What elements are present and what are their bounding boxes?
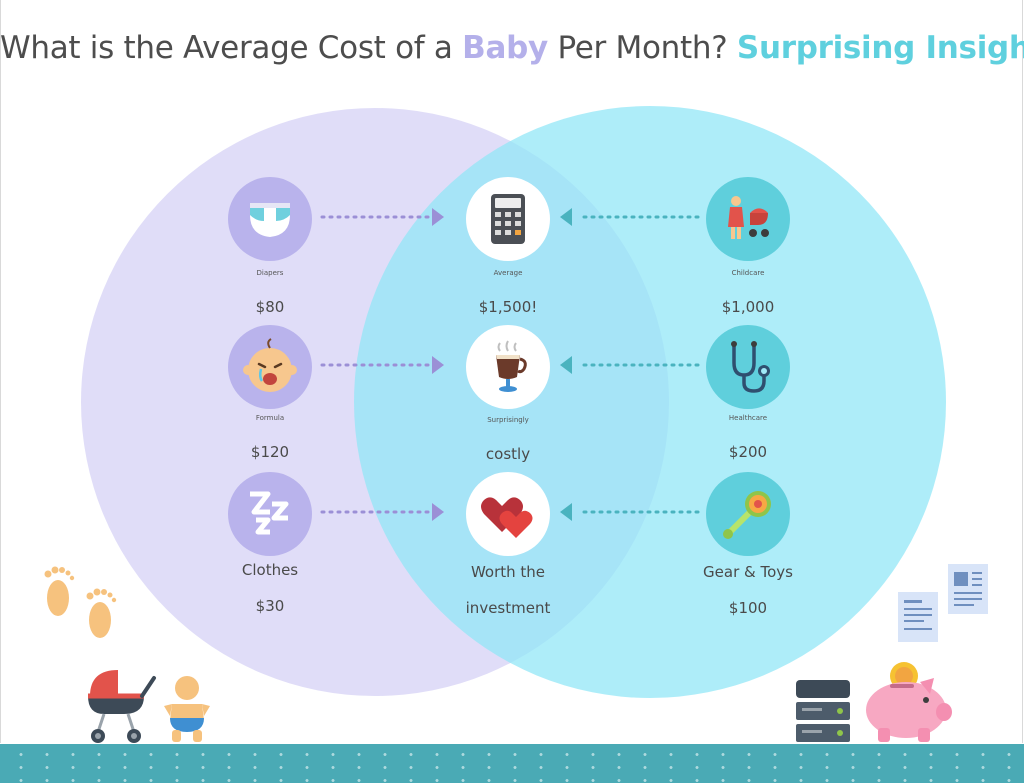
left-value-2: $120: [250, 443, 290, 461]
stethoscope-icon: [706, 325, 790, 409]
title-part-1: What is the Average Cost of a: [0, 30, 463, 66]
arrow-right-head-1: [560, 208, 572, 226]
frame-border-right: [1022, 0, 1023, 743]
hot-drink-icon: [466, 325, 550, 409]
center-label-1: Average: [493, 269, 523, 277]
left-label-2: Formula: [255, 414, 285, 422]
center-label-2: Surprisingly: [487, 416, 529, 424]
frame-border-left: [0, 0, 1, 743]
arrow-left-head-3: [432, 503, 444, 521]
hearts-icon: [466, 472, 550, 556]
arrow-right-head-2: [560, 356, 572, 374]
title-highlight-insights: Surprising Insights: [736, 30, 1024, 66]
calculator-icon: [466, 177, 550, 261]
center-value-1: $1,500!: [478, 298, 538, 316]
server-stack-icon: [796, 680, 850, 742]
left-value-3: $30: [255, 597, 285, 615]
right-value-3: $100: [728, 599, 768, 617]
mother-stroller-icon: [706, 177, 790, 261]
sleep-zzz-icon: [228, 472, 312, 556]
diaper-icon: [228, 177, 312, 261]
left-label-3: Clothes: [241, 561, 299, 579]
baby-icon: [164, 676, 210, 742]
rattle-icon: [706, 472, 790, 556]
right-label-2: Healthcare: [728, 414, 768, 422]
right-label-1: Childcare: [731, 269, 765, 277]
crying-baby-icon: [228, 325, 312, 409]
stroller-icon: [88, 670, 156, 743]
arrow-left-head-2: [432, 356, 444, 374]
title-part-2: Per Month?: [547, 30, 737, 66]
right-label-3: Gear & Toys: [703, 563, 793, 581]
page-title: What is the Average Cost of a Baby Per M…: [0, 30, 1024, 66]
right-value-1: $1,000: [721, 298, 775, 316]
left-label-1: Diapers: [256, 269, 284, 277]
center-value-3: investment: [465, 599, 551, 617]
arrow-left-head-1: [432, 208, 444, 226]
title-highlight-baby: Baby: [462, 30, 548, 66]
footprints-icon: [44, 566, 117, 638]
center-label-3: Worth the: [470, 563, 546, 581]
receipt-icon: [898, 592, 938, 642]
left-value-1: $80: [255, 298, 285, 316]
document-icon: [948, 564, 988, 614]
arrow-right-head-3: [560, 503, 572, 521]
piggy-bank-icon: [866, 662, 952, 742]
right-value-2: $200: [728, 443, 768, 461]
floor-strip: [0, 744, 1024, 783]
center-value-2: costly: [485, 445, 531, 463]
